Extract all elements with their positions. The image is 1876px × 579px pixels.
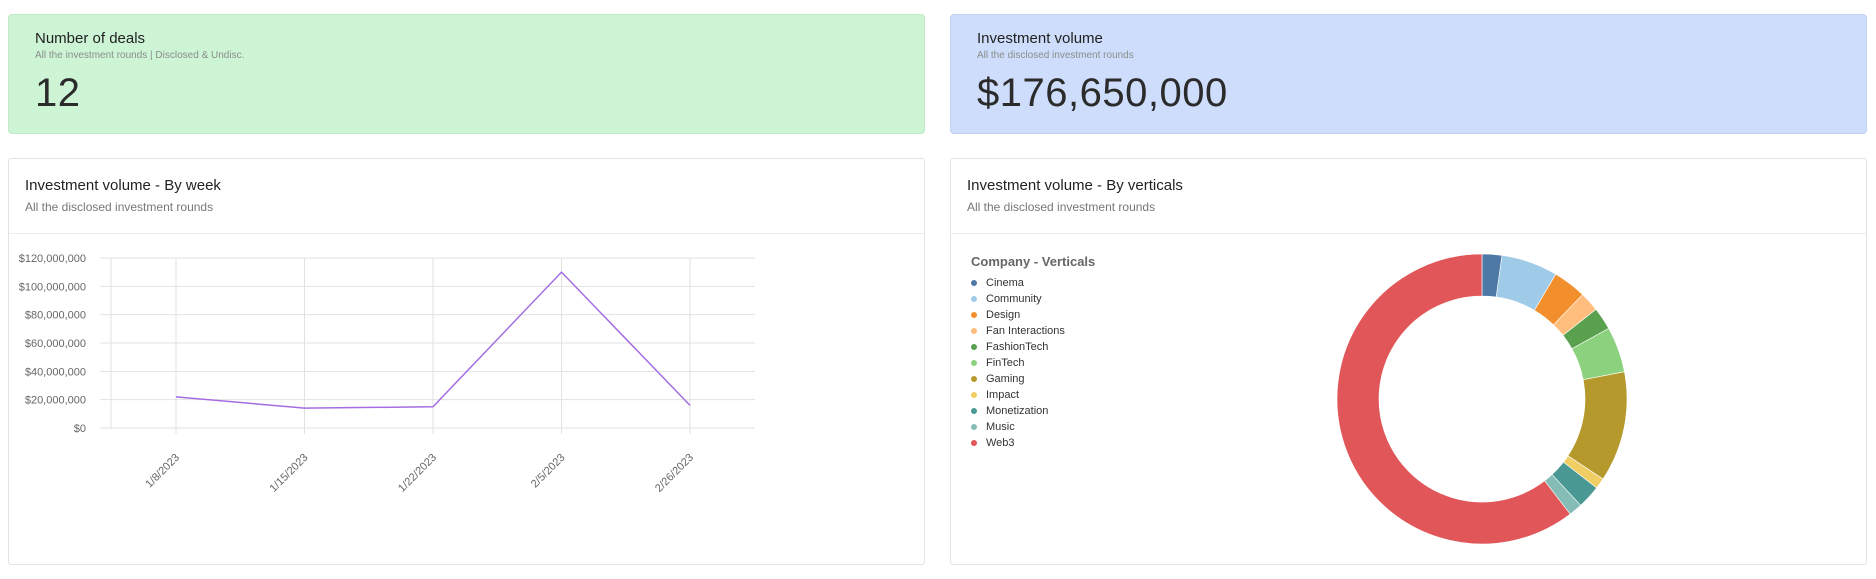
legend-label: Monetization	[986, 405, 1049, 417]
verticals-volume-subtitle: All the disclosed investment rounds	[967, 200, 1156, 214]
y-tick-label: $60,000,000	[25, 338, 86, 350]
legend-swatch	[971, 280, 977, 286]
y-tick-label: $80,000,000	[25, 310, 86, 322]
legend-label: Gaming	[986, 373, 1025, 385]
legend-swatch	[971, 296, 977, 302]
legend-item[interactable]: Fan Interactions	[971, 323, 1095, 339]
weekly-volume-title: Investment volume - By week	[25, 177, 221, 194]
deals-kpi-subtitle: All the investment rounds | Disclosed & …	[35, 50, 245, 61]
weekly-volume-body: $0 $20,000,000 $40,000,000 $60,000,000 $80,0…	[9, 234, 924, 569]
legend-item[interactable]: FashionTech	[971, 339, 1095, 355]
x-tick-label: 1/8/2023	[143, 452, 182, 491]
verticals-volume-header: Investment volume - By verticals All the…	[951, 159, 1866, 234]
verticals-volume-title: Investment volume - By verticals	[967, 177, 1183, 194]
volume-kpi-value: $176,650,000	[977, 71, 1228, 115]
verticals-volume-body: Company - Verticals Cinema Community Desig…	[951, 234, 1866, 564]
x-tick-label: 2/5/2023	[529, 452, 568, 491]
y-tick-label: $20,000,000	[25, 395, 86, 407]
legend-label: Cinema	[986, 277, 1024, 289]
legend-label: Music	[986, 421, 1015, 433]
weekly-volume-card: Investment volume - By week All the disc…	[8, 158, 925, 565]
legend-swatch	[971, 440, 977, 446]
legend-swatch	[971, 392, 977, 398]
legend-item[interactable]: Cinema	[971, 275, 1095, 291]
legend-label: Impact	[986, 389, 1020, 401]
legend-item[interactable]: Gaming	[971, 371, 1095, 387]
legend-item[interactable]: Community	[971, 291, 1095, 307]
legend-item[interactable]: Monetization	[971, 403, 1095, 419]
legend-swatch	[971, 408, 977, 414]
deals-kpi-value: 12	[35, 71, 81, 115]
volume-kpi-subtitle: All the disclosed investment rounds	[977, 50, 1134, 61]
x-tick-label: 1/15/2023	[268, 452, 311, 495]
donut-slice[interactable]	[1336, 253, 1571, 545]
weekly-volume-line-chart[interactable]: $0 $20,000,000 $40,000,000 $60,000,000 $80,0…	[9, 234, 924, 564]
legend-swatch	[971, 328, 977, 334]
legend-swatch	[971, 424, 977, 430]
y-tick-label: $100,000,000	[19, 281, 86, 293]
verticals-donut-chart[interactable]	[951, 234, 1866, 564]
legend-label: FashionTech	[986, 341, 1049, 353]
verticals-legend: Company - Verticals Cinema Community Desig…	[971, 254, 1095, 451]
deals-kpi-title: Number of deals	[35, 30, 146, 47]
weekly-volume-header: Investment volume - By week All the disc…	[9, 159, 924, 234]
legend-label: FinTech	[986, 357, 1025, 369]
legend-item[interactable]: Impact	[971, 387, 1095, 403]
legend-item[interactable]: Web3	[971, 435, 1095, 451]
series-line[interactable]	[175, 271, 691, 409]
legend-swatch	[971, 312, 977, 318]
x-tick-label: 2/26/2023	[653, 452, 696, 495]
y-tick-label: $40,000,000	[25, 366, 86, 378]
legend-item[interactable]: Design	[971, 307, 1095, 323]
weekly-volume-subtitle: All the disclosed investment rounds	[25, 200, 214, 214]
legend-item[interactable]: FinTech	[971, 355, 1095, 371]
legend-label: Web3	[986, 437, 1015, 449]
legend-label: Design	[986, 309, 1021, 321]
verticals-volume-card: Investment volume - By verticals All the…	[950, 158, 1867, 565]
legend-title: Company - Verticals	[971, 254, 1096, 269]
legend-swatch	[971, 344, 977, 350]
volume-kpi-card: Investment volume All the disclosed inve…	[950, 14, 1867, 134]
y-tick-label: $0	[74, 423, 86, 435]
legend-label: Community	[986, 293, 1042, 305]
legend-item[interactable]: Music	[971, 419, 1095, 435]
y-tick-label: $120,000,000	[19, 253, 86, 265]
volume-kpi-title: Investment volume	[977, 30, 1103, 47]
legend-swatch	[971, 360, 977, 366]
x-tick-label: 1/22/2023	[396, 452, 439, 495]
deals-kpi-card: Number of deals All the investment round…	[8, 14, 925, 134]
legend-swatch	[971, 376, 977, 382]
legend-label: Fan Interactions	[986, 325, 1065, 337]
